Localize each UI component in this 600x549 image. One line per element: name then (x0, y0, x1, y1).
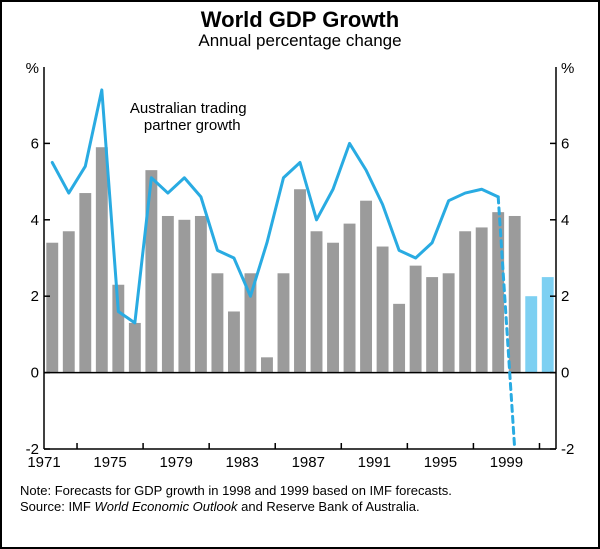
svg-text:1995: 1995 (424, 454, 457, 471)
bar (393, 304, 405, 373)
bar (228, 311, 240, 372)
line-label: partner growth (144, 117, 241, 134)
svg-text:2: 2 (561, 288, 569, 305)
svg-text:6: 6 (31, 135, 39, 152)
svg-text:1987: 1987 (292, 454, 325, 471)
bar (178, 220, 190, 373)
svg-text:1991: 1991 (358, 454, 391, 471)
bar (195, 216, 207, 373)
bar (145, 170, 157, 372)
bar (211, 273, 223, 372)
svg-text:%: % (26, 60, 39, 77)
bar (278, 273, 290, 372)
bar (46, 243, 58, 373)
bar (311, 231, 323, 372)
svg-text:4: 4 (31, 212, 39, 229)
chart-footnote: Note: Forecasts for GDP growth in 1998 a… (8, 477, 592, 516)
bar (162, 216, 174, 373)
source-prefix: IMF (68, 499, 94, 514)
svg-text:1983: 1983 (226, 454, 259, 471)
bar (542, 277, 554, 373)
bar (96, 147, 108, 372)
chart-plot: -2-200224466%%19711975197919831987199119… (8, 57, 592, 477)
bar (344, 223, 356, 372)
bar (426, 277, 438, 373)
svg-text:2: 2 (31, 288, 39, 305)
note-label: Note: (20, 483, 51, 498)
chart-frame: World GDP Growth Annual percentage chang… (0, 0, 600, 549)
bar (459, 231, 471, 372)
chart-svg: -2-200224466%%19711975197919831987199119… (8, 57, 592, 477)
bar (525, 296, 537, 372)
svg-text:%: % (561, 60, 574, 77)
svg-text:4: 4 (561, 212, 569, 229)
source-suffix: and Reserve Bank of Australia. (238, 499, 420, 514)
bar (327, 243, 339, 373)
chart-subtitle: Annual percentage change (8, 32, 592, 51)
bar (360, 201, 372, 373)
svg-text:1979: 1979 (159, 454, 192, 471)
chart-title: World GDP Growth (8, 8, 592, 32)
svg-text:-2: -2 (561, 441, 574, 458)
svg-text:1999: 1999 (490, 454, 523, 471)
bar (509, 216, 521, 373)
svg-text:6: 6 (561, 135, 569, 152)
bar (294, 189, 306, 372)
bar (443, 273, 455, 372)
source-italic: World Economic Outlook (94, 499, 237, 514)
bar (63, 231, 75, 372)
bar (492, 212, 504, 372)
bar (410, 266, 422, 373)
line-label: Australian trading (130, 100, 247, 117)
bar (377, 246, 389, 372)
svg-text:0: 0 (561, 364, 569, 381)
bar (261, 357, 273, 372)
source-label: Source: (20, 499, 65, 514)
note-text: Forecasts for GDP growth in 1998 and 199… (55, 483, 452, 498)
bar (476, 227, 488, 372)
svg-text:1975: 1975 (93, 454, 126, 471)
bar (79, 193, 91, 373)
svg-text:0: 0 (31, 364, 39, 381)
svg-text:1971: 1971 (27, 454, 60, 471)
bar (129, 323, 141, 373)
